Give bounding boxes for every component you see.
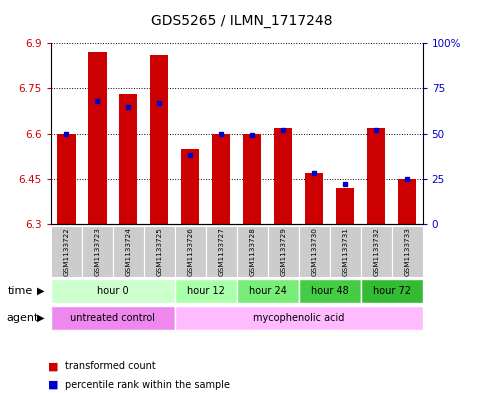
Bar	[212, 134, 230, 224]
Bar	[361, 226, 392, 277]
Text: GSM1133724: GSM1133724	[125, 227, 131, 276]
Text: GSM1133733: GSM1133733	[404, 227, 410, 276]
Text: hour 12: hour 12	[187, 286, 225, 296]
Bar	[298, 226, 329, 277]
Text: ▶: ▶	[37, 313, 45, 323]
Bar	[268, 226, 298, 277]
Bar	[206, 226, 237, 277]
Bar	[181, 149, 199, 224]
Bar	[398, 179, 416, 224]
Text: GDS5265 / ILMN_1717248: GDS5265 / ILMN_1717248	[151, 14, 332, 28]
Bar	[119, 94, 138, 224]
Bar	[329, 226, 361, 277]
Bar	[392, 226, 423, 277]
Text: hour 0: hour 0	[97, 286, 128, 296]
Text: GSM1133722: GSM1133722	[63, 227, 69, 276]
Text: ▶: ▶	[37, 286, 45, 296]
Text: hour 72: hour 72	[372, 286, 411, 296]
Bar	[367, 128, 385, 224]
Text: GSM1133730: GSM1133730	[311, 227, 317, 276]
Bar	[336, 188, 355, 224]
Bar	[274, 128, 293, 224]
Bar	[57, 134, 75, 224]
Bar	[113, 226, 144, 277]
Bar	[175, 226, 206, 277]
Text: GSM1133728: GSM1133728	[249, 227, 255, 276]
Bar	[51, 306, 175, 330]
Text: untreated control: untreated control	[70, 313, 155, 323]
Bar	[361, 279, 423, 303]
Text: GSM1133723: GSM1133723	[94, 227, 100, 276]
Text: GSM1133725: GSM1133725	[156, 227, 162, 276]
Bar	[144, 226, 175, 277]
Text: GSM1133726: GSM1133726	[187, 227, 193, 276]
Bar	[175, 306, 423, 330]
Text: ■: ■	[48, 380, 59, 390]
Bar	[175, 279, 237, 303]
Text: agent: agent	[6, 313, 39, 323]
Text: hour 24: hour 24	[249, 286, 286, 296]
Bar	[150, 55, 169, 224]
Bar	[51, 279, 175, 303]
Text: hour 48: hour 48	[311, 286, 349, 296]
Bar	[237, 226, 268, 277]
Bar	[305, 173, 324, 224]
Text: time: time	[7, 286, 32, 296]
Text: mycophenolic acid: mycophenolic acid	[253, 313, 344, 323]
Bar	[51, 226, 82, 277]
Text: GSM1133727: GSM1133727	[218, 227, 224, 276]
Text: ■: ■	[48, 361, 59, 371]
Text: GSM1133729: GSM1133729	[280, 227, 286, 276]
Text: GSM1133731: GSM1133731	[342, 227, 348, 276]
Bar	[237, 279, 298, 303]
Bar	[88, 52, 107, 224]
Text: transformed count: transformed count	[65, 361, 156, 371]
Text: percentile rank within the sample: percentile rank within the sample	[65, 380, 230, 390]
Bar	[82, 226, 113, 277]
Bar	[243, 134, 261, 224]
Text: GSM1133732: GSM1133732	[373, 227, 379, 276]
Bar	[298, 279, 361, 303]
